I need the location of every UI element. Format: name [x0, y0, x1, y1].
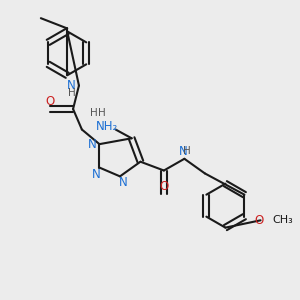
Text: N: N	[88, 138, 97, 151]
Text: O: O	[159, 180, 169, 193]
Text: N: N	[67, 79, 76, 92]
Text: H: H	[98, 108, 106, 118]
Text: H: H	[183, 146, 191, 157]
Text: O: O	[254, 214, 264, 227]
Text: CH₃: CH₃	[272, 215, 293, 225]
Text: N: N	[92, 167, 101, 181]
Text: O: O	[45, 95, 54, 108]
Text: H: H	[90, 108, 98, 118]
Text: NH₂: NH₂	[96, 120, 118, 133]
Text: N: N	[178, 145, 187, 158]
Text: N: N	[118, 176, 127, 189]
Text: H: H	[68, 88, 76, 98]
